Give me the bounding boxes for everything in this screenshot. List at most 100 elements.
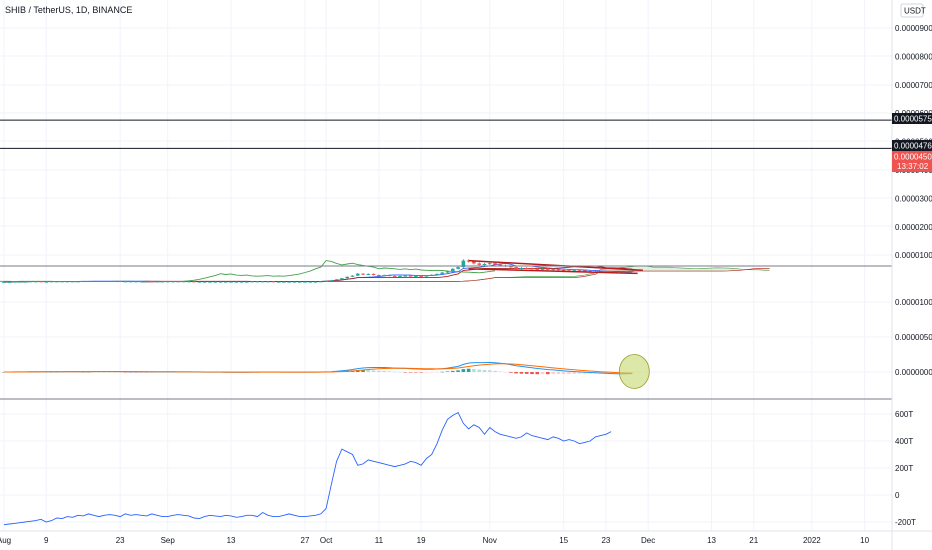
candle [546, 268, 550, 270]
candle [187, 281, 191, 283]
cloud-segment [711, 267, 717, 272]
time-tick-label: 10 [860, 536, 869, 545]
macd-tick-label: 0.00000000 [895, 368, 932, 377]
candle [139, 281, 144, 283]
macd-panel [2, 354, 650, 389]
cloud-segment [674, 267, 680, 272]
histogram-bar [387, 371, 392, 372]
time-tick-label: Aug [0, 536, 11, 545]
histogram-bar [429, 372, 434, 373]
histogram-bar [451, 370, 455, 372]
candle [118, 281, 122, 283]
candle [498, 264, 503, 266]
histogram-bar [509, 372, 513, 373]
candle [33, 281, 38, 283]
candle [561, 269, 566, 271]
last-price-text: 0.00004503 [894, 153, 932, 162]
currency-label: USDT [904, 7, 926, 16]
histogram-bar [583, 372, 587, 374]
candle [76, 281, 80, 283]
currency-button[interactable]: USDT [900, 3, 926, 18]
candle [107, 281, 112, 283]
time-tick-label: 21 [749, 536, 758, 545]
cloud-segment [690, 268, 696, 272]
cloud-segment [605, 268, 612, 272]
candle [371, 273, 376, 276]
candle [366, 273, 371, 275]
candle [91, 281, 96, 283]
horizontal-levels[interactable] [0, 119, 892, 149]
time-tick-label: 13 [707, 536, 716, 545]
cloud-segment [669, 267, 675, 272]
candle [440, 272, 445, 274]
time-tick-label: Sep [161, 536, 176, 545]
obv-line [3, 411, 612, 526]
candle [234, 281, 239, 283]
histogram-bar [403, 372, 408, 373]
candle [181, 281, 186, 283]
candle [630, 270, 635, 272]
candle [487, 263, 492, 265]
time-tick-label: 2022 [803, 536, 821, 545]
candle [18, 281, 22, 283]
histogram-bar [408, 372, 413, 373]
histogram-bar [493, 370, 497, 372]
histogram-bar [535, 372, 540, 375]
last-price-tag: 0.00004503 13:37:02 [892, 151, 932, 172]
candlesticks [2, 259, 635, 283]
obv-axis-labels[interactable]: 600T 400T 200T 0 -200T [895, 410, 916, 527]
price-tag-upper-bg [892, 113, 932, 124]
time-tick-label: 23 [601, 536, 610, 545]
candle [308, 281, 313, 283]
candle [355, 273, 360, 276]
candle [102, 281, 107, 283]
wedge-lower-line[interactable] [468, 268, 638, 275]
highlight-circle[interactable] [618, 354, 650, 389]
candle [551, 269, 555, 271]
cloud-segment [716, 267, 723, 272]
candle [509, 266, 513, 268]
time-tick-label: 23 [116, 536, 125, 545]
candle [134, 281, 138, 283]
time-tick-label: 9 [44, 536, 49, 545]
candle [113, 281, 117, 283]
histogram-bar [461, 369, 466, 372]
histogram-bar [91, 371, 96, 373]
candle [55, 281, 59, 283]
histogram-bar [102, 371, 107, 373]
histogram-bar [556, 372, 561, 375]
last-price-tag-bg [892, 151, 932, 172]
cloud-segment [685, 268, 691, 272]
candle [276, 281, 281, 283]
cloud-segment [653, 267, 659, 272]
time-tick-label: 27 [301, 536, 310, 545]
histogram-bar [361, 370, 365, 372]
candle [377, 275, 381, 277]
candle [292, 281, 297, 283]
candle [398, 275, 402, 277]
cloud-segment [590, 272, 596, 276]
histogram-bar [572, 372, 577, 374]
candle [456, 267, 460, 269]
histogram-bar [519, 372, 524, 374]
histogram-bar [424, 372, 429, 373]
wedge-upper-line[interactable] [468, 259, 643, 272]
cloud-segment [679, 267, 686, 272]
candle [472, 261, 476, 264]
time-axis-labels[interactable]: Aug 9 23 Sep 13 27 Oct 11 19 Nov 15 23 Dec 13 21 2022 10 [0, 536, 870, 545]
candle [572, 270, 577, 272]
time-tick-label: 13 [227, 536, 236, 545]
price-tag-lower-text: 0.00004761 [894, 142, 932, 151]
candle [160, 281, 165, 283]
candle [255, 281, 260, 283]
histogram-bar [371, 370, 376, 372]
candle [123, 281, 128, 283]
